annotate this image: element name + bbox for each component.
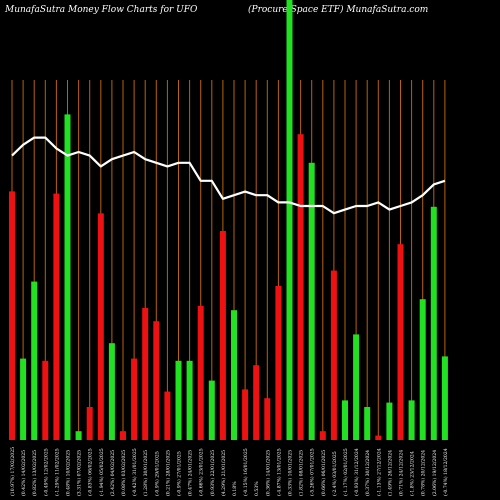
x-tick-label: (-1.13%) 27/12/2024 xyxy=(375,448,382,496)
x-tick-label: (1.49%) 26/12/2024 xyxy=(386,450,393,496)
x-tick-label: (3.31%) 07/02/2025 xyxy=(76,450,83,496)
x-tick-label: (-0.15%) 16/01/2025 xyxy=(242,448,249,496)
money-flow-bar xyxy=(342,400,348,440)
x-tick-label: (0.78%) 20/12/2024 xyxy=(420,450,427,496)
money-flow-bar xyxy=(286,0,293,440)
money-flow-bar xyxy=(97,213,104,440)
x-tick-label: (0.93%) 22/01/2025 xyxy=(209,450,216,496)
money-flow-bar xyxy=(142,308,149,440)
x-tick-label: (0.08%) 03/02/2025 xyxy=(120,450,127,496)
x-tick-label: (1.28%) 30/01/2025 xyxy=(142,450,149,496)
money-flow-bar xyxy=(20,358,27,440)
money-flow-bar xyxy=(242,389,249,440)
x-tick-label: (-0.42%) 31/01/2025 xyxy=(131,448,138,496)
x-tick-label: (-0.66%) 23/01/2025 xyxy=(198,448,205,496)
money-flow-bar xyxy=(53,193,60,440)
money-flow-bar xyxy=(186,360,193,440)
x-tick-label: (0.21%) 28/01/2025 xyxy=(164,450,171,496)
x-tick-label: (-0.9%) 27/01/2025 xyxy=(176,451,183,496)
x-tick-label: (-0.9%) 29/01/2025 xyxy=(153,451,160,496)
chart-title-left: MunafaSutra Money Flow Charts for UFO xyxy=(5,5,198,15)
x-tick-label: (0.37%) 30/12/2024 xyxy=(364,450,371,496)
money-flow-bar xyxy=(408,400,415,440)
x-tick-label: (0.48%) 10/02/2025 xyxy=(65,450,72,496)
money-flow-bar xyxy=(153,321,160,440)
money-flow-bar xyxy=(319,431,326,440)
money-flow-bar xyxy=(120,431,126,440)
x-tick-label: (0.82%) 13/02/2025 xyxy=(31,450,38,496)
money-flow-bar xyxy=(353,334,360,440)
money-flow-bar xyxy=(375,435,382,440)
x-tick-label: (-4.87%) 13/01/2025 xyxy=(275,448,282,496)
money-flow-bar xyxy=(175,360,182,440)
money-flow-bar xyxy=(430,206,437,440)
x-tick-label: (10.97%) 17/02/2025 xyxy=(9,447,16,496)
x-tick-label: 0.18% xyxy=(232,481,238,496)
chart-title-right: (Procure Space ETF) MunafaSutra.com xyxy=(248,5,429,15)
money-flow-bar xyxy=(364,407,371,440)
x-tick-label: (-1.8%) 23/12/2024 xyxy=(409,451,416,496)
money-flow-bar xyxy=(386,402,393,440)
money-flow-bar xyxy=(9,191,15,440)
money-flow-bar xyxy=(419,299,426,440)
money-flow-bar xyxy=(219,231,226,440)
price-line xyxy=(11,136,446,215)
money-flow-bar xyxy=(75,431,82,440)
x-tick-label: (-1.29%) 11/02/2025 xyxy=(53,448,60,496)
x-tick-label: (2.06%) 19/12/2024 xyxy=(431,450,438,496)
money-flow-bar xyxy=(42,360,49,440)
money-flow-bar xyxy=(275,286,282,440)
x-tick-label: (4.29%) 21/01/2025 xyxy=(220,450,227,496)
money-flow-bar xyxy=(231,310,237,440)
x-tick-label: (0.66%) 06/01/2025 xyxy=(320,450,327,496)
money-flow-bar xyxy=(86,407,93,440)
x-tick-label: (-1.17%) 02/01/2025 xyxy=(342,448,349,496)
money-flow-bar xyxy=(31,281,38,440)
x-tick-label: (0.71%) 24/12/2024 xyxy=(398,450,405,496)
money-flow-bar xyxy=(108,343,115,440)
x-tick-label: (0.47%) 24/01/2025 xyxy=(187,450,194,496)
x-tick-label: (-2.4%) 03/01/2025 xyxy=(331,451,338,496)
x-tick-label: (1.82%) 08/01/2025 xyxy=(298,450,305,496)
x-tick-label: (-0.49%) 12/02/2025 xyxy=(42,448,49,496)
x-tick-label: (-1.94%) 05/02/2025 xyxy=(98,448,105,496)
money-flow-bar xyxy=(164,391,171,440)
money-flow-bar xyxy=(330,270,337,440)
money-flow-bar xyxy=(131,358,138,440)
money-flow-bar xyxy=(264,398,271,440)
x-tick-label: (-0.93%) 31/12/2024 xyxy=(353,448,360,496)
x-tick-label: (0.36%) 14/01/2025 xyxy=(264,450,271,496)
money-flow-bar xyxy=(441,356,448,440)
x-tick-label: (0.42%) 14/02/2025 xyxy=(20,450,27,496)
money-flow-bar xyxy=(297,134,304,440)
money-flow-bar xyxy=(253,365,260,440)
x-tick-label: (-0.74%) 18/12/2024 xyxy=(442,448,449,496)
money-flow-bar xyxy=(208,380,215,440)
x-tick-label: (-5.26%) 07/01/2025 xyxy=(309,448,316,496)
money-flow-bar xyxy=(308,162,315,441)
x-tick-label: (-0.83%) 06/02/2025 xyxy=(87,448,94,496)
money-flow-bar xyxy=(397,244,404,440)
money-flow-bar xyxy=(64,114,71,441)
x-tick-label: (2.42%) 04/02/2025 xyxy=(109,450,116,496)
money-flow-bar xyxy=(197,305,204,440)
x-tick-label: (0.33%) 10/01/2025 xyxy=(287,450,294,496)
x-tick-label: 0.53% xyxy=(254,481,260,496)
